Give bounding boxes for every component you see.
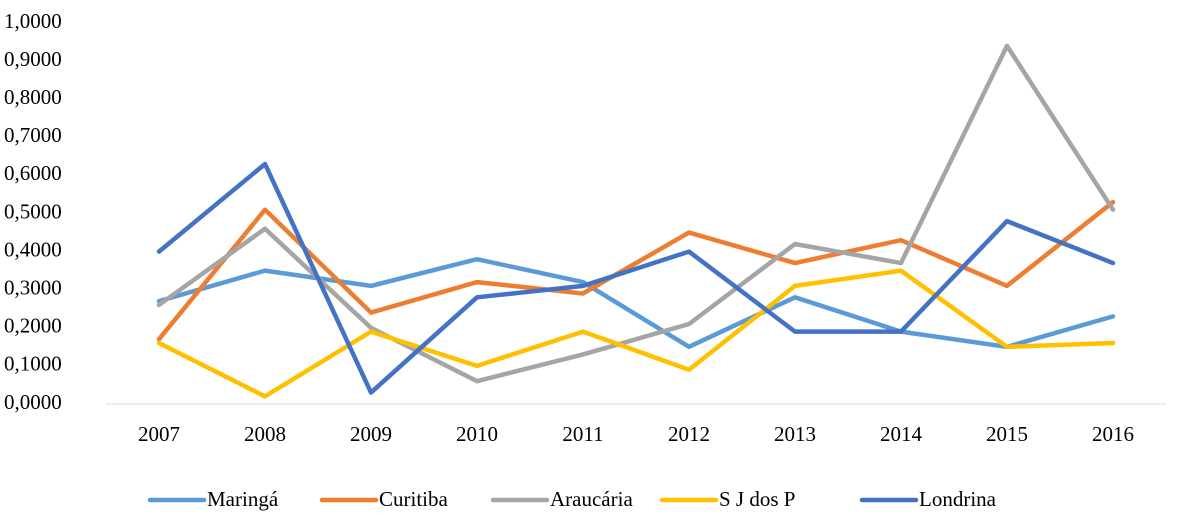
- x-tick-label: 2007: [138, 422, 180, 446]
- legend-label: S J dos P: [719, 487, 795, 511]
- series-line: [156, 256, 1116, 350]
- y-tick-label: 0,9000: [4, 47, 62, 71]
- legend-label: Maringá: [207, 487, 279, 511]
- y-tick-label: 0,2000: [4, 314, 62, 338]
- y-tick-label: 0,3000: [4, 276, 62, 300]
- y-tick-label: 0,8000: [4, 85, 62, 109]
- legend-label: Curitiba: [379, 487, 449, 511]
- series-line: [156, 199, 1116, 342]
- legend-label: Londrina: [919, 487, 997, 511]
- x-tick-label: 2009: [350, 422, 392, 446]
- y-tick-label: 0,4000: [4, 237, 62, 261]
- series-line: [156, 161, 1116, 395]
- series-line: [156, 268, 1116, 399]
- legend-label: Araucária: [550, 487, 633, 511]
- x-tick-label: 2016: [1092, 422, 1134, 446]
- y-tick-label: 0,1000: [4, 352, 62, 376]
- y-tick-label: 0,7000: [4, 123, 62, 147]
- x-tick-label: 2011: [562, 422, 603, 446]
- x-tick-label: 2014: [880, 422, 923, 446]
- y-tick-label: 0,0000: [4, 390, 62, 414]
- x-tick-label: 2015: [986, 422, 1028, 446]
- y-tick-label: 0,5000: [4, 199, 62, 223]
- x-tick-label: 2008: [244, 422, 286, 446]
- x-tick-label: 2013: [774, 422, 816, 446]
- x-tick-label: 2010: [456, 422, 498, 446]
- x-tick-label: 2012: [668, 422, 710, 446]
- y-tick-label: 0,6000: [4, 161, 62, 185]
- series-line: [156, 43, 1116, 384]
- y-tick-label: 1,0000: [4, 9, 62, 33]
